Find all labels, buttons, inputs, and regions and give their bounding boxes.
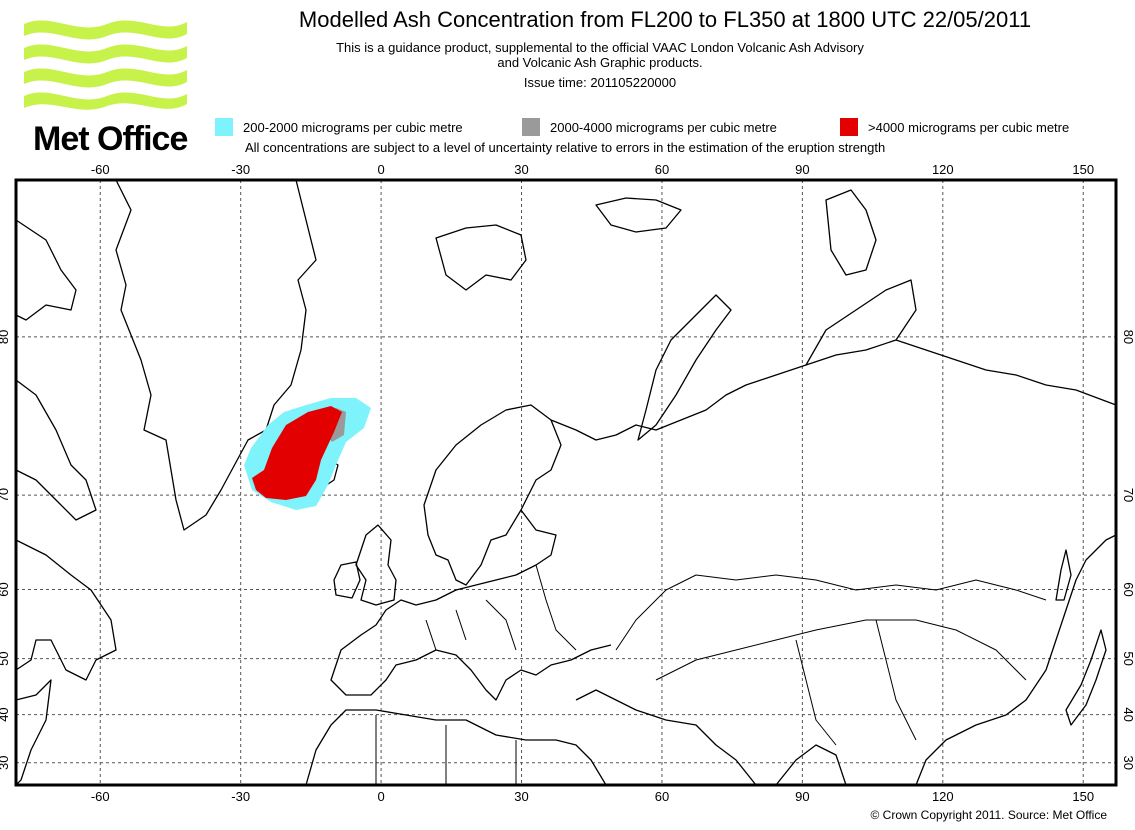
longitude-tick-label-top: 60: [655, 162, 669, 177]
longitude-tick-label-top: 150: [1072, 162, 1094, 177]
longitude-tick-label-top: 0: [377, 162, 384, 177]
latitude-tick-label-left: 30: [0, 756, 11, 770]
subtitle-line-1: This is a guidance product, supplemental…: [336, 40, 864, 55]
uncertainty-note: All concentrations are subject to a leve…: [245, 140, 886, 155]
met-office-logo-text: Met Office: [33, 120, 188, 158]
copyright-note: © Crown Copyright 2011. Source: Met Offi…: [870, 808, 1107, 822]
page-title: Modelled Ash Concentration from FL200 to…: [298, 7, 1032, 32]
longitude-tick-label-bottom: 90: [795, 789, 809, 804]
legend-swatch-low: [215, 118, 233, 136]
latitude-tick-label-left: 70: [0, 488, 11, 502]
russia-north-coastline: [550, 339, 1117, 441]
latitude-tick-label-right: 30: [1121, 756, 1135, 770]
ash-plume-high-concentration: [252, 406, 342, 500]
latitude-tick-label-right: 70: [1121, 488, 1135, 502]
legend-item-medium: 2000-4000 micrograms per cubic metre: [522, 117, 777, 137]
severnaya-zemlya-coastline: [825, 189, 877, 276]
latitude-tick-label-left: 80: [0, 330, 11, 344]
middle-east-coastline: [575, 689, 757, 786]
axis-tick-labels: -60 -60 -30 -30 0 0 30 30 60 60 90 90 120 120 150 150 80…: [0, 162, 1135, 804]
longitude-tick-label-top: 90: [795, 162, 809, 177]
latitude-tick-label-right: 50: [1121, 651, 1135, 665]
longitude-tick-label-bottom: -60: [91, 789, 110, 804]
svalbard-coastline: [435, 224, 527, 291]
ireland-coastline: [333, 561, 361, 599]
legend-label-medium: 2000-4000 micrograms per cubic metre: [550, 119, 777, 135]
subtitle-line-2: and Volcanic Ash Graphic products.: [497, 55, 703, 70]
europe-coastline: [330, 509, 612, 701]
latitude-tick-label-right: 40: [1121, 707, 1135, 721]
japan-coastline: [1065, 629, 1107, 726]
legend-swatch-medium: [522, 118, 540, 136]
great-britain-coastline: [355, 524, 397, 606]
sakhalin-coastline: [1055, 549, 1072, 601]
east-asia-coastline: [915, 534, 1117, 786]
longitude-tick-label-bottom: 120: [932, 789, 954, 804]
north-america-coastline: [15, 539, 117, 681]
latitude-tick-label-left: 40: [0, 707, 11, 721]
latitude-tick-label-left: 50: [0, 651, 11, 665]
legend-label-high: >4000 micrograms per cubic metre: [868, 119, 1070, 135]
legend-item-low: 200-2000 micrograms per cubic metre: [215, 117, 463, 137]
ash-concentration-map: -60 -60 -30 -30 0 0 30 30 60 60 90 90 120 120 150 150 80…: [0, 162, 1135, 804]
india-coastline: [775, 744, 847, 786]
coastlines: [15, 179, 1117, 786]
canadian-arctic-coastline: [15, 219, 77, 321]
longitude-tick-label-bottom: 0: [377, 789, 384, 804]
taymyr-coastline: [805, 279, 917, 366]
baffin-coastline: [15, 379, 97, 521]
latitude-tick-label-right: 80: [1121, 330, 1135, 344]
longitude-tick-label-bottom: -30: [231, 789, 250, 804]
scandinavia-coastline: [423, 404, 562, 586]
legend-item-high: >4000 micrograms per cubic metre: [840, 117, 1069, 137]
longitude-tick-label-top: -30: [231, 162, 250, 177]
legend-label-low: 200-2000 micrograms per cubic metre: [243, 119, 463, 135]
latitude-tick-label-left: 60: [0, 582, 11, 596]
legend-swatch-high: [840, 118, 858, 136]
longitude-tick-label-bottom: 150: [1072, 789, 1094, 804]
issue-time: Issue time: 201105220000: [523, 75, 677, 90]
longitude-tick-label-top: -60: [91, 162, 110, 177]
north-africa-coastline: [305, 709, 607, 786]
latitude-tick-label-right: 60: [1121, 582, 1135, 596]
franz-josef-coastline: [595, 197, 682, 233]
greenland-coastline: [115, 179, 317, 531]
country-borders: [375, 564, 1047, 785]
longitude-tick-label-top: 30: [514, 162, 528, 177]
longitude-tick-label-bottom: 60: [655, 789, 669, 804]
longitude-tick-label-bottom: 30: [514, 789, 528, 804]
ash-plume: [244, 398, 371, 510]
novaya-zemlya-coastline: [637, 294, 732, 441]
longitude-tick-label-top: 120: [932, 162, 954, 177]
met-office-logo-waves: [24, 20, 187, 110]
